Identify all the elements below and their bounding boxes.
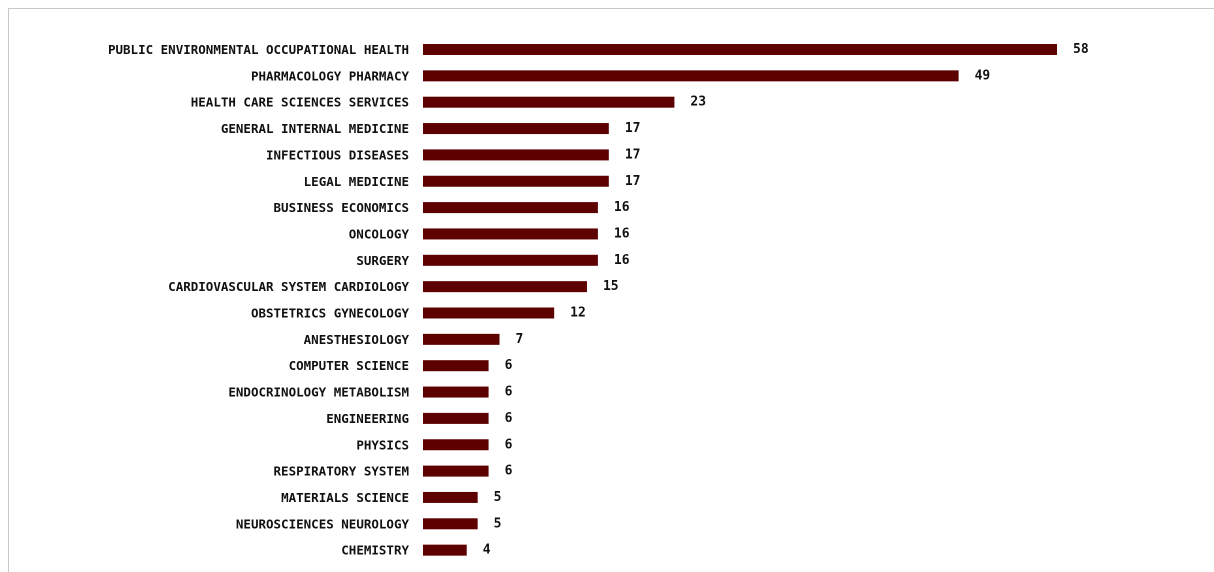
category-label: BUSINESS ECONOMICS: [274, 200, 409, 215]
bar: [423, 70, 959, 82]
category-label: SURGERY: [356, 253, 409, 268]
bar: [423, 439, 489, 451]
value-label: 6: [505, 358, 513, 373]
category-label: PHYSICS: [356, 437, 409, 452]
bar: [423, 202, 598, 214]
category-label: ANESTHESIOLOGY: [304, 332, 410, 347]
value-label: 16: [614, 226, 630, 241]
value-label: 12: [570, 306, 586, 321]
category-label: GENERAL INTERNAL MEDICINE: [221, 121, 409, 136]
value-label: 17: [625, 121, 641, 136]
bar: [423, 307, 555, 319]
bar: [423, 412, 489, 424]
category-label: NEUROSCIENCES NEUROLOGY: [236, 516, 410, 531]
bar: [423, 491, 478, 503]
value-label: 7: [516, 332, 524, 347]
category-label: LEGAL MEDICINE: [304, 174, 409, 189]
value-label: 23: [690, 95, 706, 110]
bar: [423, 386, 489, 398]
category-label: COMPUTER SCIENCE: [289, 358, 409, 373]
value-label: 5: [494, 490, 502, 505]
bar: [423, 333, 500, 345]
value-label: 17: [625, 147, 641, 162]
bar: [423, 465, 489, 477]
value-label: 4: [483, 543, 491, 558]
value-label: 58: [1073, 42, 1089, 57]
category-label: ONCOLOGY: [349, 226, 410, 241]
value-label: 6: [505, 411, 513, 426]
value-label: 6: [505, 464, 513, 479]
bar: [423, 281, 587, 293]
category-label: MATERIALS SCIENCE: [281, 490, 409, 505]
bar: [423, 96, 675, 108]
bar: [423, 228, 598, 240]
bar: [423, 123, 609, 135]
category-label: ENGINEERING: [326, 411, 409, 426]
chart-frame: [8, 8, 1214, 572]
value-label: 6: [505, 437, 513, 452]
value-label: 16: [614, 253, 630, 268]
bar: [423, 518, 478, 530]
category-label: PHARMACOLOGY PHARMACY: [251, 68, 410, 83]
value-label: 15: [603, 279, 619, 294]
value-label: 16: [614, 200, 630, 215]
category-label: HEALTH CARE SCIENCES SERVICES: [191, 95, 409, 110]
category-label: OBSTETRICS GYNECOLOGY: [251, 306, 410, 321]
bar: [423, 44, 1057, 55]
category-label: INFECTIOUS DISEASES: [266, 147, 409, 162]
bar: [423, 149, 609, 161]
category-label: ENDOCRINOLOGY METABOLISM: [228, 385, 409, 400]
bar: [423, 254, 598, 266]
value-label: 49: [975, 68, 991, 83]
category-label: PUBLIC ENVIRONMENTAL OCCUPATIONAL HEALTH: [108, 42, 409, 57]
bar: [423, 175, 609, 187]
value-label: 6: [505, 385, 513, 400]
bar: [423, 544, 467, 556]
bar: [423, 360, 489, 372]
category-label: CHEMISTRY: [341, 543, 409, 558]
category-label: RESPIRATORY SYSTEM: [274, 464, 409, 479]
value-label: 5: [494, 516, 502, 531]
value-label: 17: [625, 174, 641, 189]
category-label: CARDIOVASCULAR SYSTEM CARDIOLOGY: [168, 279, 409, 294]
